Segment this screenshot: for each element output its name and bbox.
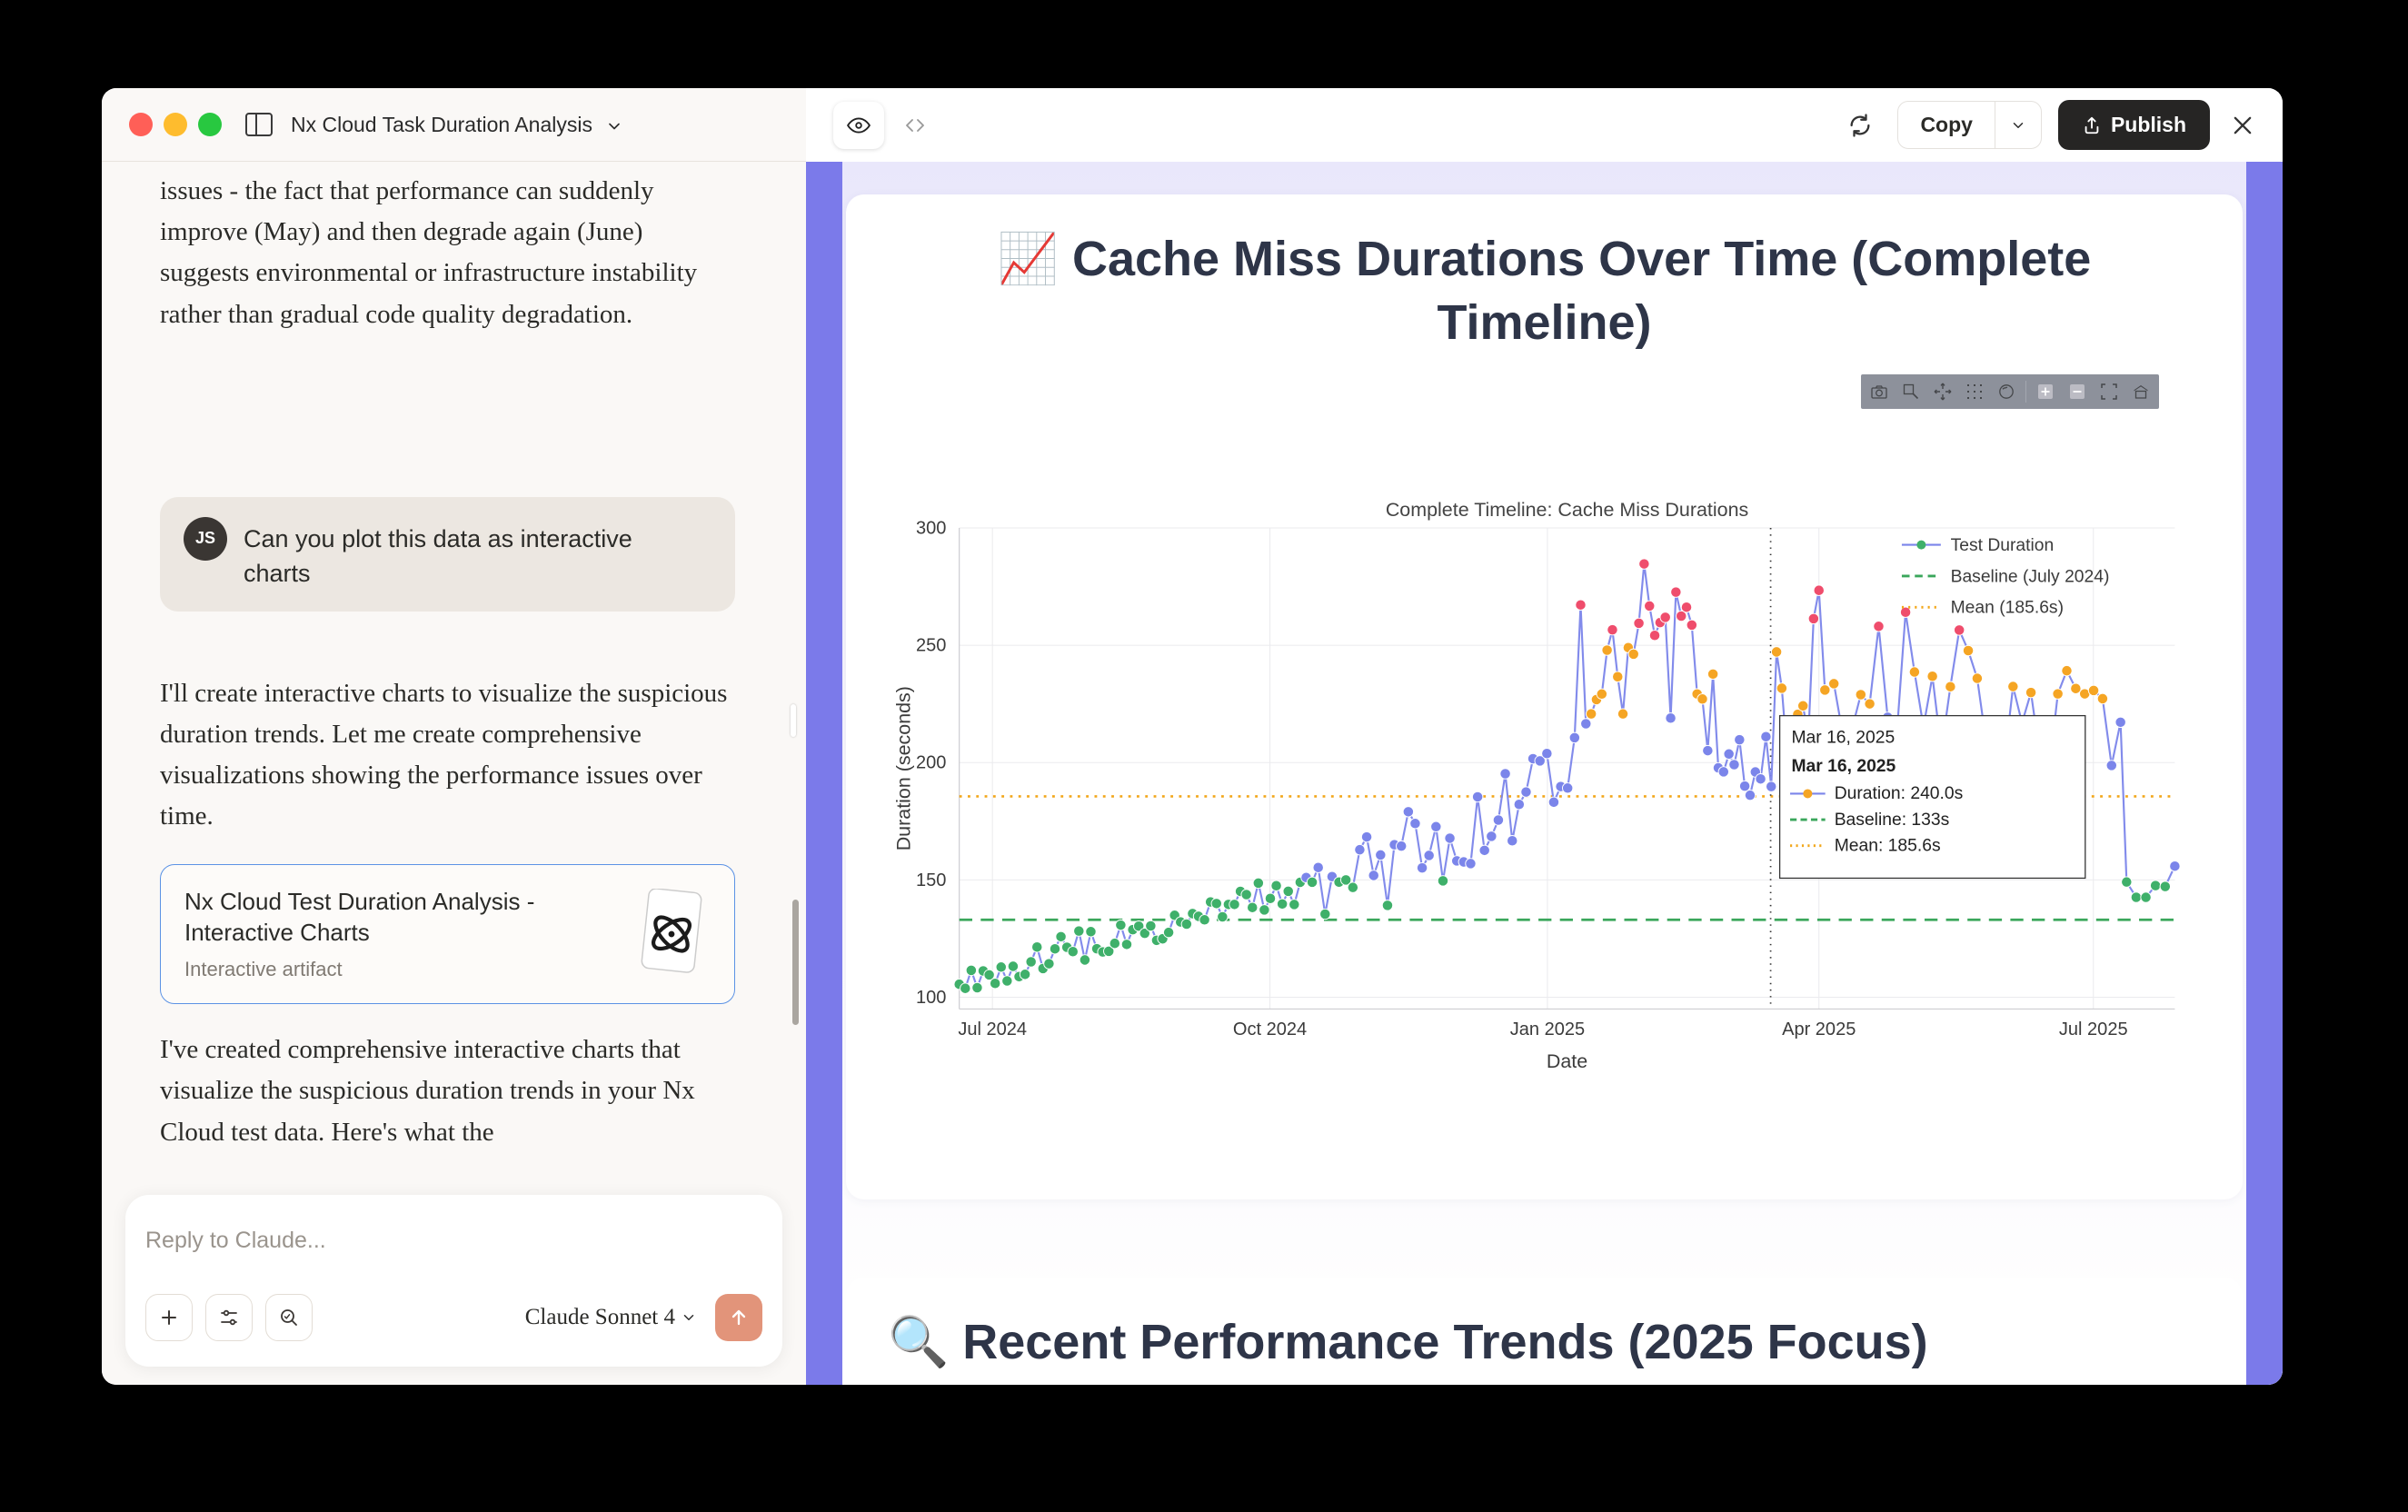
svg-text:Jul 2025: Jul 2025 <box>2059 1020 2128 1040</box>
svg-text:Mar 16, 2025: Mar 16, 2025 <box>1791 758 1896 777</box>
svg-text:150: 150 <box>916 870 946 890</box>
svg-text:Baseline (July 2024): Baseline (July 2024) <box>1951 568 2110 587</box>
svg-text:Jan 2025: Jan 2025 <box>1510 1020 1585 1040</box>
svg-text:Duration: 240.0s: Duration: 240.0s <box>1835 785 1964 804</box>
svg-text:Baseline: 133s: Baseline: 133s <box>1835 811 1950 830</box>
svg-text:100: 100 <box>916 988 946 1008</box>
svg-text:Oct 2024: Oct 2024 <box>1233 1020 1307 1040</box>
svg-text:Date: Date <box>1547 1050 1587 1072</box>
svg-text:Mean: 185.6s: Mean: 185.6s <box>1835 837 1941 856</box>
svg-text:Mean (185.6s): Mean (185.6s) <box>1951 599 2064 618</box>
svg-text:250: 250 <box>916 636 946 656</box>
svg-text:Mar 16, 2025: Mar 16, 2025 <box>1791 729 1895 748</box>
svg-text:Duration (seconds): Duration (seconds) <box>892 686 914 850</box>
svg-text:200: 200 <box>916 753 946 773</box>
svg-text:Complete Timeline: Cache Miss: Complete Timeline: Cache Miss Durations <box>1386 500 1748 522</box>
svg-text:300: 300 <box>916 519 946 539</box>
svg-text:Test Duration: Test Duration <box>1951 536 2055 555</box>
svg-text:Apr 2025: Apr 2025 <box>1782 1020 1856 1040</box>
svg-text:Jul 2024: Jul 2024 <box>958 1020 1027 1040</box>
